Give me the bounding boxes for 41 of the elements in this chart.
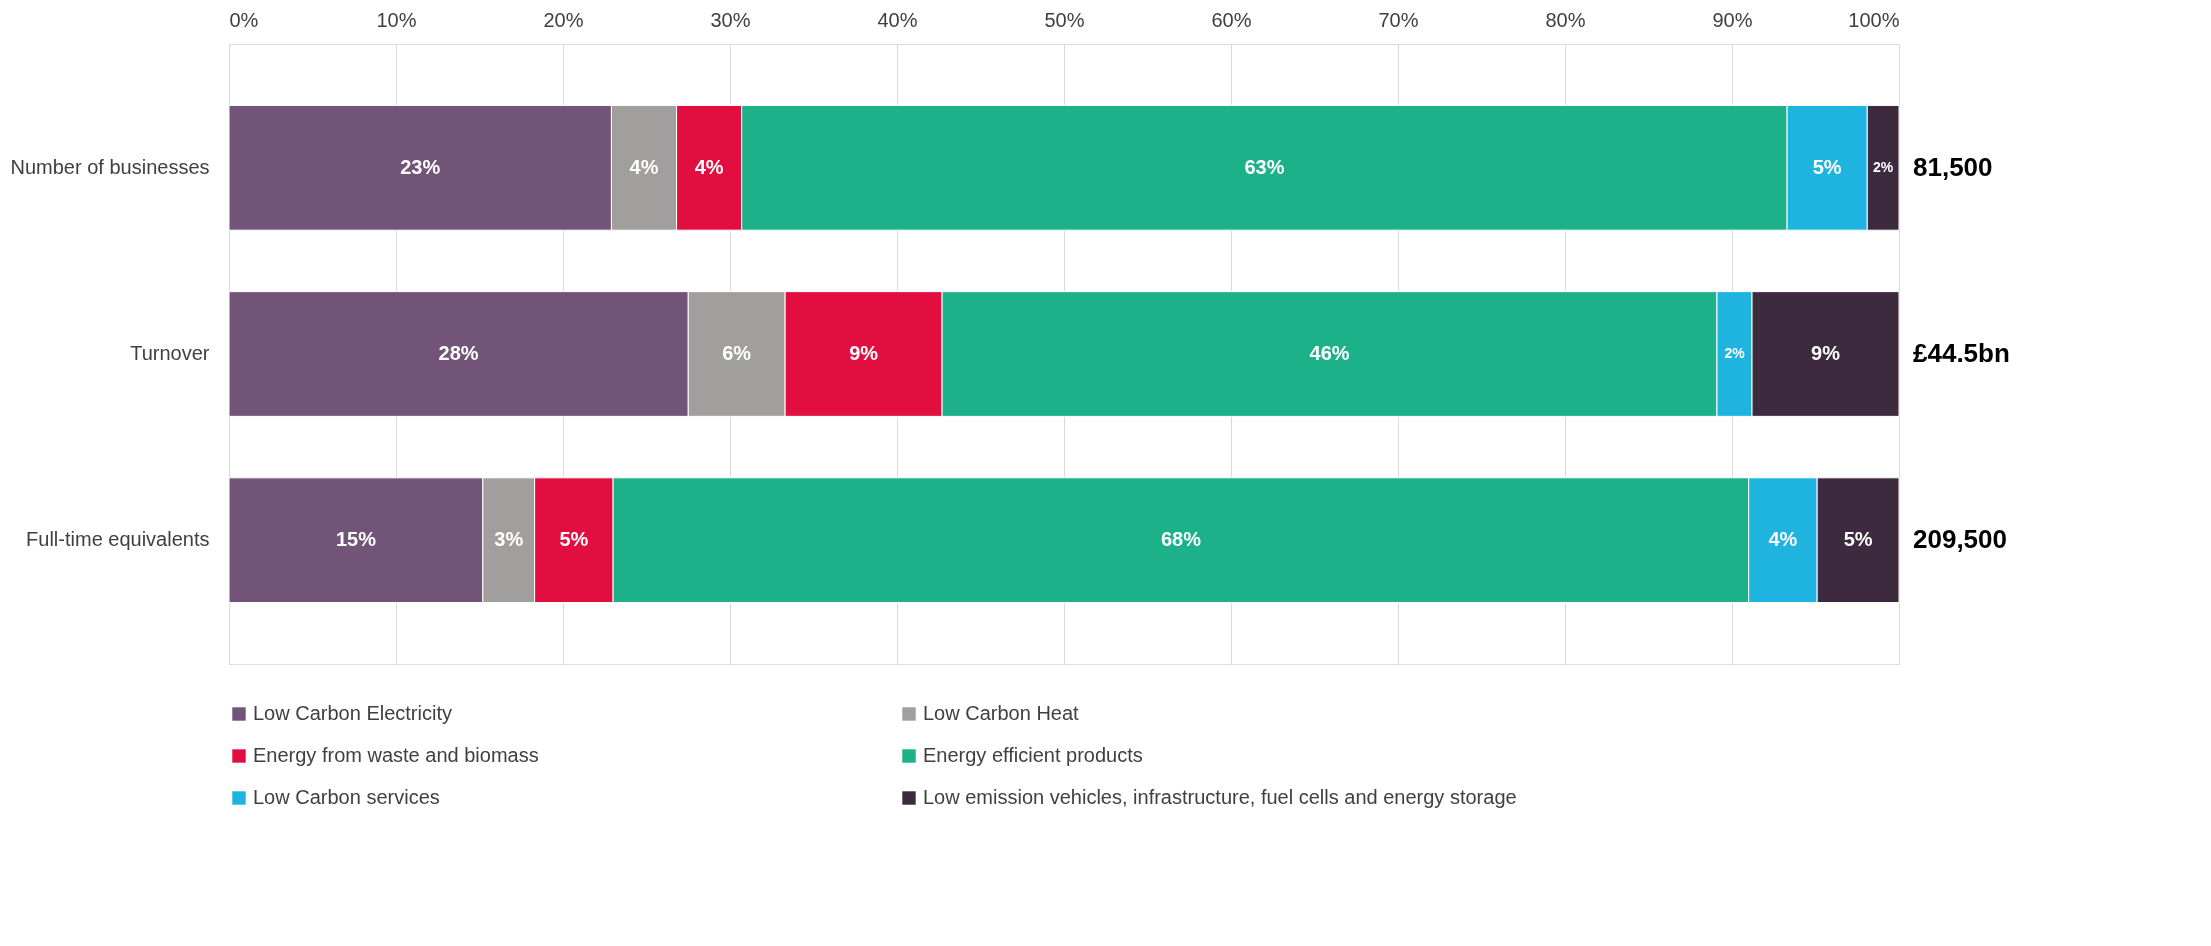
x-tick-label: 100% <box>1848 8 1900 31</box>
data-label: 63% <box>1244 155 1285 178</box>
data-label: 4% <box>1768 528 1798 551</box>
text: 209,500 <box>1913 524 2007 555</box>
data-label: 4% <box>629 155 659 178</box>
x-tick-label: 60% <box>1211 8 1252 31</box>
x-tick-label: 90% <box>1712 8 1753 31</box>
text: 81,500 <box>1913 151 1993 182</box>
x-tick-label: 80% <box>1545 8 1586 31</box>
y-tick-label: Full-time equivalents <box>26 528 210 551</box>
data-label: 2% <box>1724 345 1746 361</box>
y-tick-label: Number of businesses <box>10 155 210 178</box>
legend-label: Low Carbon Heat <box>923 702 1080 724</box>
x-tick-label: 70% <box>1378 8 1419 31</box>
data-label: 15% <box>335 528 377 551</box>
legend-label: Low Carbon services <box>253 786 440 808</box>
data-label: 46% <box>1309 342 1350 364</box>
x-tick-label: 10% <box>376 8 417 31</box>
data-label: 5% <box>1843 528 1873 551</box>
x-tick-label: 40% <box>877 8 918 31</box>
data-label: 6% <box>722 342 752 364</box>
legend-label: Low Carbon Electricity <box>253 702 452 724</box>
data-label: 5% <box>1812 155 1842 178</box>
data-label: 23% <box>400 155 441 178</box>
data-label: 9% <box>1811 342 1841 364</box>
x-tick-label: 20% <box>543 8 584 31</box>
data-label: 9% <box>849 342 879 364</box>
legend-label: Low emission vehicles, infrastructure, fuel cells and energy storage <box>923 786 1517 808</box>
legend-label: Energy efficient products <box>923 744 1143 766</box>
y-tick-label: Turnover <box>130 342 210 364</box>
data-label: 4% <box>694 155 724 178</box>
data-label: 5% <box>559 528 589 551</box>
data-label: 28% <box>438 342 479 364</box>
data-label: 3% <box>494 528 524 551</box>
text: £44.5bn <box>1913 338 2010 368</box>
x-tick-label: 30% <box>710 8 751 31</box>
legend-label: Energy from waste and biomass <box>253 744 539 766</box>
x-tick-label: 50% <box>1044 8 1085 31</box>
x-tick-label: 0% <box>229 8 259 31</box>
data-label: 2% <box>1873 158 1894 175</box>
data-label: 68% <box>1160 528 1202 551</box>
